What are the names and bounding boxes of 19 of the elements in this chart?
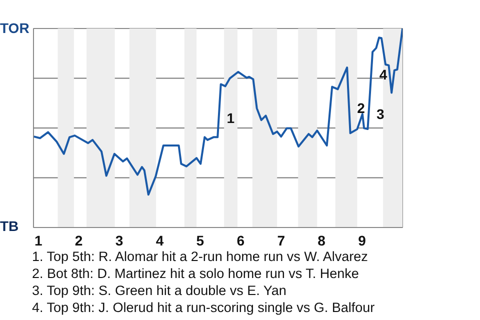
x-tick-label: 5 bbox=[196, 232, 204, 248]
annotation: 1 bbox=[226, 110, 235, 126]
text: TOR bbox=[0, 19, 30, 37]
text: 1. Top 5th: R. Alomar hit a 2-run home run vs W. Alvarez bbox=[32, 249, 368, 264]
x-tick-label: 6 bbox=[236, 232, 245, 248]
x-tick-label: 3 bbox=[115, 232, 124, 248]
text: 3. Top 9th: S. Green hit a double vs E. Yan bbox=[32, 283, 286, 298]
text: 2. Bot 8th: D. Martinez hit a solo home run vs T. Henke bbox=[32, 266, 359, 281]
x-tick-label: 7 bbox=[277, 232, 286, 248]
annotation: 3 bbox=[376, 106, 385, 122]
text: TB bbox=[0, 217, 19, 235]
annotation: 4 bbox=[379, 66, 388, 82]
x-tick-label: 1 bbox=[34, 232, 42, 248]
text: 4. Top 9th: J. Olerud hit a run-scoring single vs G. Balfour bbox=[32, 300, 375, 315]
x-tick-label: 4 bbox=[156, 232, 164, 248]
x-tick-label: 8 bbox=[318, 232, 326, 248]
x-tick-label: 9 bbox=[358, 232, 366, 248]
x-tick-label: 2 bbox=[74, 232, 83, 248]
annotation: 2 bbox=[357, 100, 366, 116]
